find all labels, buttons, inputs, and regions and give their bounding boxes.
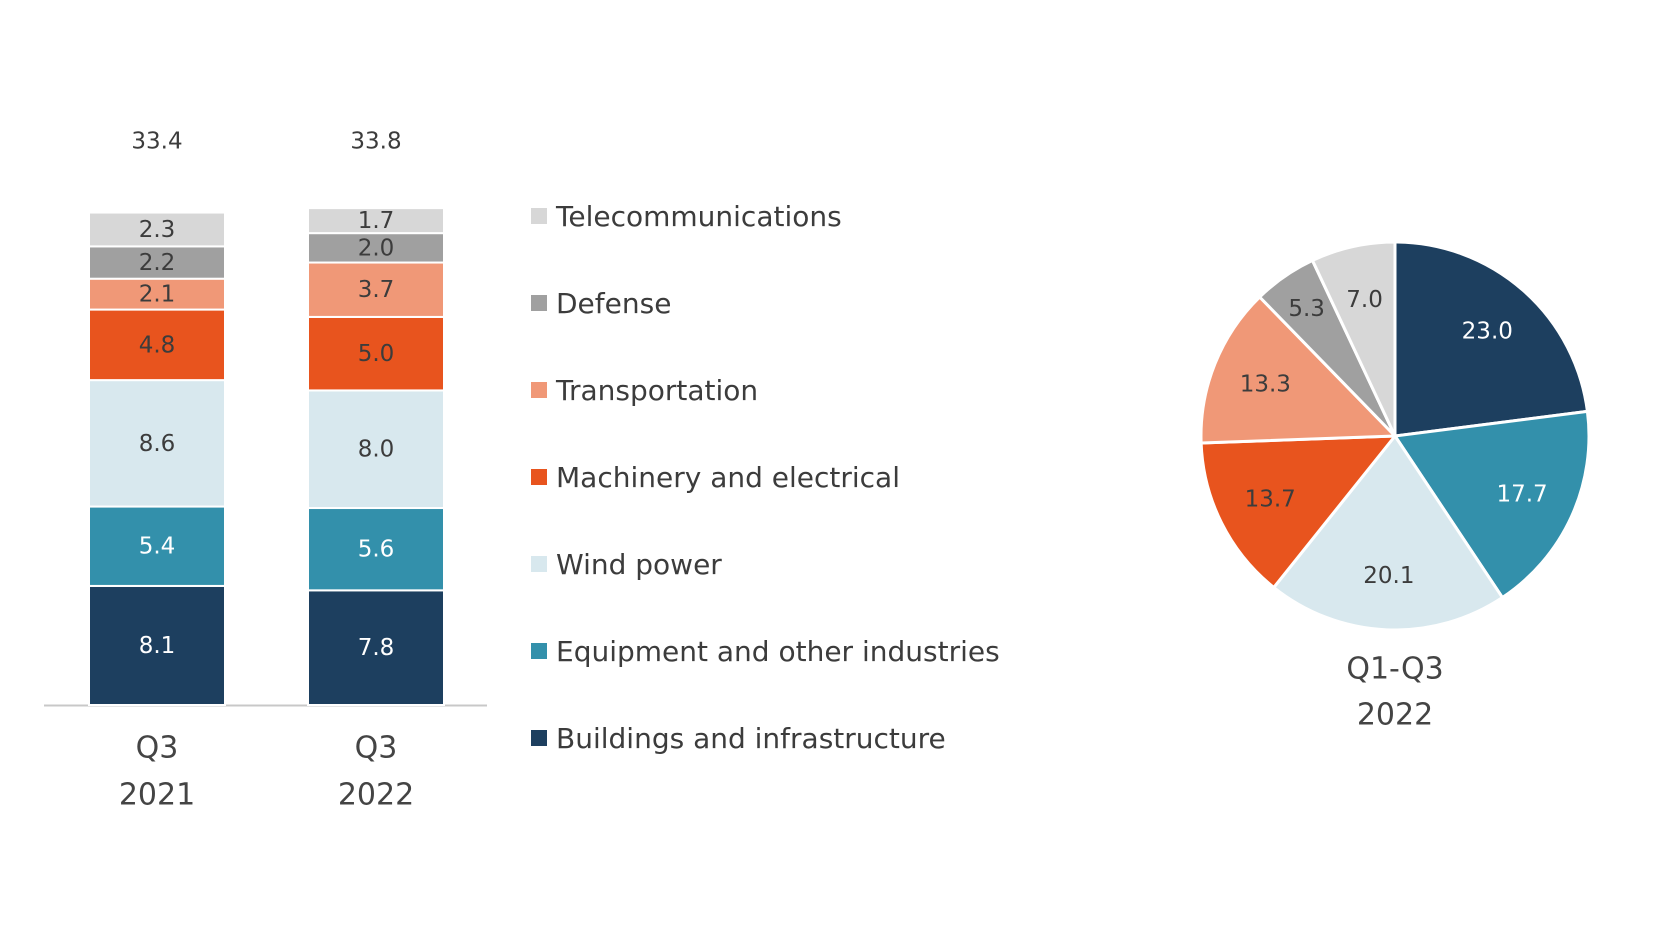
pie-data-label-wind-power: 20.1 [1363, 563, 1414, 589]
bar-segment-telecommunications-2022 [307, 207, 445, 235]
pie-title-line1: Q1-Q3 [1346, 652, 1443, 687]
bar-data-label-telecommunications-2021: 2.3 [139, 217, 176, 243]
bar-segment-equipment-and-other-industries-2021 [88, 505, 226, 587]
x-tick-label-2021-year: 2021 [119, 778, 195, 813]
pie-data-label-equipment-and-other-industries: 17.7 [1496, 482, 1547, 508]
bar-segment-buildings-and-infrastructure-2022 [307, 589, 445, 707]
x-tick-label-2022-quarter: Q3 [355, 731, 398, 766]
pie-slice-wind-power [1272, 434, 1504, 632]
pie-slice-equipment-and-other-industries [1393, 409, 1591, 600]
legend-item-equipment-and-other-industries: Equipment and other industries [531, 631, 1000, 671]
bar-segment-machinery-and-electrical-2021 [88, 308, 226, 382]
pie-data-label-machinery-and-electrical: 13.7 [1245, 486, 1296, 512]
pie-data-label-buildings-and-infrastructure: 23.0 [1462, 319, 1513, 345]
bar-segment-wind-power-2021 [88, 379, 226, 508]
pie-data-label-transportation: 13.3 [1240, 372, 1291, 398]
pie-slice-telecommunications [1310, 240, 1397, 438]
bar-data-label-defense-2021: 2.2 [139, 250, 176, 276]
legend-label-equipment-and-other-industries: Equipment and other industries [556, 634, 1000, 668]
pie-data-label-defense: 5.3 [1288, 296, 1325, 322]
legend-swatch-buildings-and-infrastructure [531, 730, 547, 746]
legend-label-transportation: Transportation [556, 373, 759, 407]
pie-slice-machinery-and-electrical [1199, 434, 1397, 589]
legend-label-buildings-and-infrastructure: Buildings and infrastructure [556, 721, 946, 755]
pie-slice-transportation [1199, 295, 1397, 445]
legend-item-transportation: Transportation [531, 370, 758, 410]
bar-data-label-defense-2022: 2.0 [358, 235, 395, 261]
pie-slice-buildings-and-infrastructure [1393, 240, 1589, 438]
bar-data-label-buildings-and-infrastructure-2022: 7.8 [358, 635, 395, 661]
legend-label-telecommunications: Telecommunications [556, 199, 842, 233]
legend-swatch-defense [531, 295, 547, 311]
bar-segment-defense-2022 [307, 232, 445, 264]
bar-data-label-transportation-2021: 2.1 [139, 282, 176, 308]
bar-total-label-2021: 33.4 [131, 129, 182, 155]
legend-swatch-equipment-and-other-industries [531, 643, 547, 659]
bar-data-label-machinery-and-electrical-2022: 5.0 [358, 341, 395, 367]
bar-segment-transportation-2021 [88, 277, 226, 311]
legend-item-buildings-and-infrastructure: Buildings and infrastructure [531, 718, 946, 758]
legend-item-machinery-and-electrical: Machinery and electrical [531, 457, 900, 497]
legend-item-telecommunications: Telecommunications [531, 196, 842, 236]
bar-data-label-machinery-and-electrical-2021: 4.8 [139, 332, 176, 358]
bar-segment-buildings-and-infrastructure-2021 [88, 584, 226, 706]
legend-swatch-machinery-and-electrical [531, 469, 547, 485]
legend-swatch-transportation [531, 382, 547, 398]
bar-total-label-2022: 33.8 [350, 129, 401, 155]
bar-segment-transportation-2022 [307, 261, 445, 318]
bar-data-label-wind-power-2021: 8.6 [139, 431, 176, 457]
legend-label-defense: Defense [556, 286, 672, 320]
bar-segment-defense-2021 [88, 245, 226, 280]
bar-data-label-telecommunications-2022: 1.7 [358, 208, 395, 234]
bar-data-label-transportation-2022: 3.7 [358, 277, 395, 303]
x-tick-label-2022-year: 2022 [338, 778, 414, 813]
bar-data-label-equipment-and-other-industries-2021: 5.4 [139, 534, 176, 560]
bar-segment-telecommunications-2021 [88, 211, 226, 248]
x-tick-label-2021-quarter: Q3 [136, 731, 179, 766]
pie-data-label-telecommunications: 7.0 [1346, 287, 1383, 313]
legend-swatch-telecommunications [531, 208, 547, 224]
bar-segment-wind-power-2022 [307, 389, 445, 510]
legend-label-wind-power: Wind power [556, 547, 722, 581]
legend-label-machinery-and-electrical: Machinery and electrical [556, 460, 900, 494]
legend-swatch-wind-power [531, 556, 547, 572]
legend-item-wind-power: Wind power [531, 544, 722, 584]
bar-data-label-buildings-and-infrastructure-2021: 8.1 [139, 633, 176, 659]
legend-item-defense: Defense [531, 283, 671, 323]
bar-data-label-wind-power-2022: 8.0 [358, 437, 395, 463]
bar-segment-machinery-and-electrical-2022 [307, 315, 445, 392]
bar-data-label-equipment-and-other-industries-2022: 5.6 [358, 537, 395, 563]
pie-title-line2: 2022 [1357, 698, 1433, 733]
